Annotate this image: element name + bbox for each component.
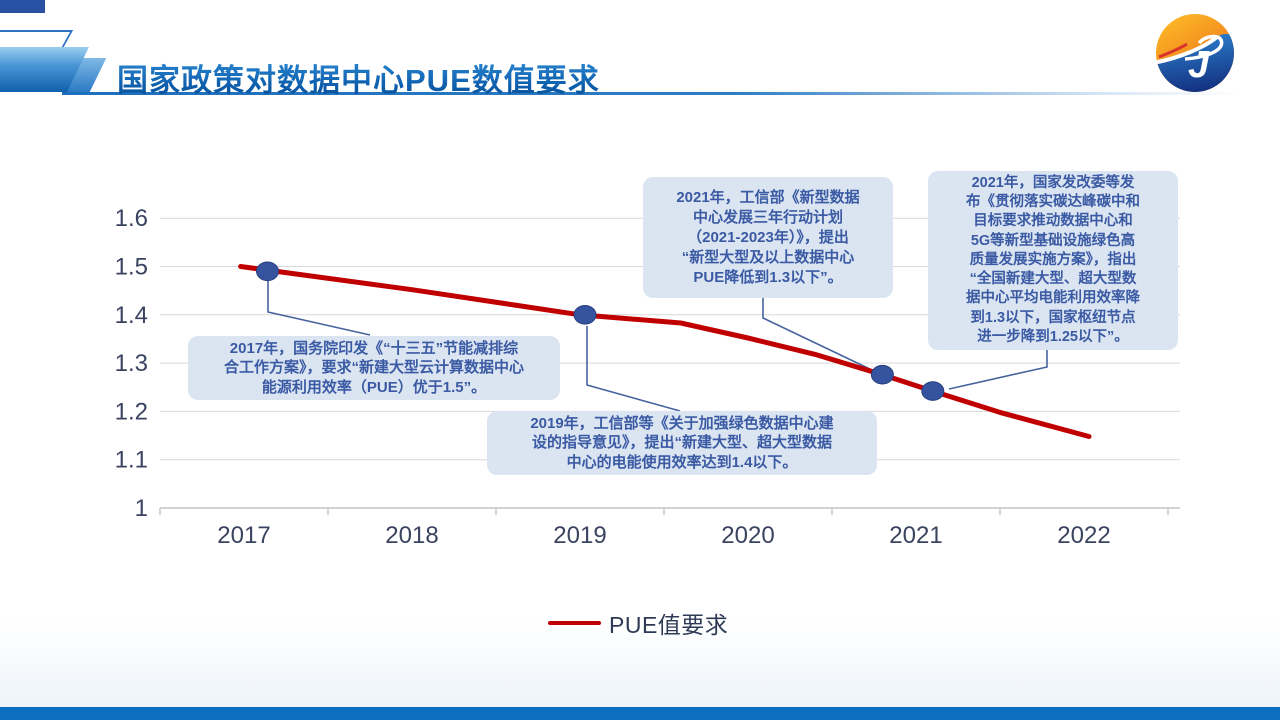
x-tick-label: 2017 bbox=[217, 522, 270, 549]
data-point bbox=[921, 381, 945, 401]
chart-x-axis-labels: 2017 2018 2019 2020 2021 2022 bbox=[217, 522, 1110, 549]
logo-p-loop bbox=[1184, 34, 1224, 61]
callout-connector-2019 bbox=[586, 326, 681, 412]
callout-connector-2017 bbox=[267, 281, 371, 336]
logo-j-letter: J bbox=[1188, 44, 1210, 86]
pue-line-path bbox=[238, 264, 1092, 439]
x-tick-label: 2020 bbox=[721, 522, 774, 549]
callout-2019-text: 2019年，工信部等《关于加强绿色数据中心建 设的指导意见》，提出“新建大型、超… bbox=[530, 414, 834, 471]
callout-connector-2021a bbox=[762, 298, 875, 372]
data-point bbox=[870, 364, 894, 385]
y-tick-label: 1.5 bbox=[115, 254, 148, 281]
legend-label: PUE值要求 bbox=[609, 612, 729, 638]
chart-legend: PUE值要求 bbox=[548, 606, 728, 640]
data-point-markers bbox=[256, 261, 945, 401]
y-tick-label: 1.1 bbox=[115, 447, 148, 474]
callout-2017-text: 2017年，国务院印发《“十三五”节能减排综 合工作方案》，要求“新建大型云计算… bbox=[223, 339, 524, 396]
x-tick-label: 2018 bbox=[385, 522, 438, 549]
callout-2021-ndrc: 2021年，国家发改委等发 布《贯彻落实碳达峰碳中和 目标要求推动数据中心和 5… bbox=[928, 171, 1178, 350]
callout-2017: 2017年，国务院印发《“十三五”节能减排综 合工作方案》，要求“新建大型云计算… bbox=[188, 336, 560, 400]
footer-bar bbox=[0, 707, 1280, 720]
x-tick-label: 2021 bbox=[889, 522, 942, 549]
callout-2021-miit: 2021年，工信部《新型数据 中心发展三年行动计划 （2021-2023年）》，… bbox=[643, 177, 893, 298]
callout-2019: 2019年，工信部等《关于加强绿色数据中心建 设的指导意见》，提出“新建大型、超… bbox=[487, 411, 877, 475]
chart-y-axis-labels: 1.6 1.5 1.4 1.3 1.2 1.1 1 bbox=[115, 205, 148, 522]
y-tick-label: 1.4 bbox=[115, 302, 148, 329]
logo-red-accent bbox=[1158, 42, 1188, 59]
callout-2021-ndrc-text: 2021年，国家发改委等发 布《贯彻落实碳达峰碳中和 目标要求推动数据中心和 5… bbox=[966, 174, 1140, 346]
chart-x-axis bbox=[159, 507, 1180, 515]
company-logo: J bbox=[1156, 14, 1234, 92]
corner-block-decoration bbox=[0, 0, 45, 13]
y-tick-label: 1.2 bbox=[115, 398, 148, 425]
header-underline bbox=[62, 92, 1280, 95]
pue-requirement-line bbox=[238, 264, 1092, 439]
callout-2021-miit-text: 2021年，工信部《新型数据 中心发展三年行动计划 （2021-2023年）》，… bbox=[676, 188, 860, 286]
logo-white-swoosh bbox=[1156, 35, 1219, 65]
y-tick-label: 1.6 bbox=[115, 205, 148, 232]
x-tick-label: 2022 bbox=[1057, 522, 1110, 549]
callout-connector-2021b bbox=[948, 350, 1048, 390]
data-point bbox=[256, 261, 279, 282]
x-tick-label: 2019 bbox=[553, 522, 606, 549]
y-tick-label: 1 bbox=[135, 495, 148, 522]
page-title: 国家政策对数据中心PUE数值要求 bbox=[117, 55, 600, 100]
legend-line-swatch bbox=[548, 620, 601, 626]
data-point bbox=[573, 305, 597, 325]
y-tick-label: 1.3 bbox=[115, 350, 148, 377]
callout-connectors bbox=[267, 281, 1048, 412]
